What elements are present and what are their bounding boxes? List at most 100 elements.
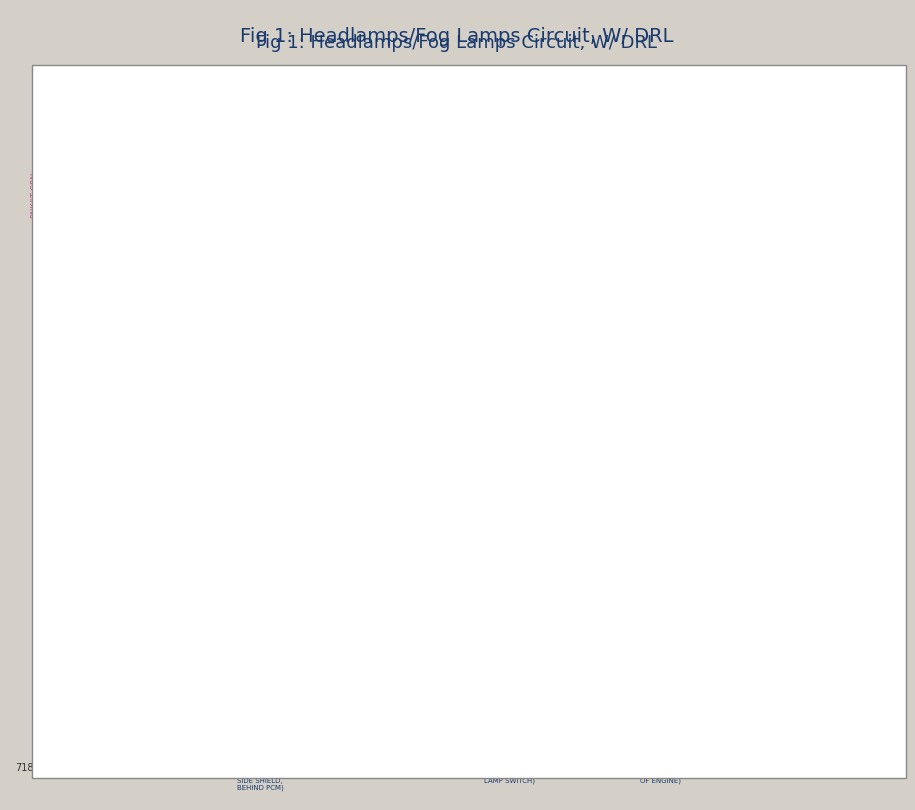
- Text: BLK/TAN: BLK/TAN: [706, 653, 738, 662]
- Text: DK BLU/RED: DK BLU/RED: [713, 170, 759, 180]
- Text: 1: 1: [762, 540, 767, 549]
- Text: VEHICLE
SPEED
SENSOR: VEHICLE SPEED SENSOR: [612, 425, 648, 455]
- Text: RED/ORG: RED/ORG: [702, 604, 738, 613]
- Text: BRN/WHT: BRN/WHT: [723, 198, 764, 207]
- Text: A3  RED/WHT: A3 RED/WHT: [679, 620, 730, 629]
- Text: 5: 5: [768, 168, 773, 177]
- Text: 2: 2: [765, 556, 770, 565]
- Text: 3: 3: [765, 573, 770, 582]
- Text: OFF: OFF: [140, 111, 156, 120]
- Text: 3: 3: [508, 391, 513, 400]
- Text: 5: 5: [765, 604, 770, 613]
- Text: L3: L3: [731, 604, 740, 613]
- Text: 2: 2: [768, 475, 773, 484]
- Text: 4: 4: [765, 589, 770, 598]
- Text: 4: 4: [765, 589, 770, 598]
- Text: 9: 9: [280, 161, 285, 170]
- Text: PNK/LT GRN: PNK/LT GRN: [718, 390, 765, 399]
- Text: L4  VIO/WHT: L4 VIO/WHT: [683, 684, 730, 693]
- Text: Z12  BLK/TAN: Z12 BLK/TAN: [679, 653, 730, 662]
- Text: 7: 7: [765, 637, 770, 646]
- Text: HI: HI: [96, 243, 105, 252]
- Text: 4: 4: [762, 589, 767, 598]
- Text: 5: 5: [768, 446, 773, 455]
- Text: FLASH: FLASH: [176, 283, 203, 292]
- Text: DAYTIME RUNNING
LAMP (DRL) MODULE
(BETWEEN PCD
& BLOWER MOTOR): DAYTIME RUNNING LAMP (DRL) MODULE (BETWE…: [792, 710, 873, 750]
- Text: Z12  BLK/TAN: Z12 BLK/TAN: [716, 653, 767, 662]
- Text: 10: 10: [759, 684, 770, 693]
- Text: A4: A4: [357, 323, 368, 332]
- Text: RED/ORG: RED/ORG: [253, 527, 262, 563]
- Text: FLASH: FLASH: [113, 285, 140, 294]
- Text: 2: 2: [768, 198, 773, 207]
- Text: 5: 5: [765, 170, 770, 180]
- Text: 21: 21: [100, 223, 112, 232]
- Text: G7: G7: [729, 637, 740, 646]
- Text: G7  WHT/ORG: G7 WHT/ORG: [714, 637, 767, 646]
- Text: 2: 2: [765, 201, 770, 210]
- Text: 10: 10: [757, 684, 767, 693]
- Text: 5: 5: [765, 604, 770, 613]
- Text: 1: 1: [765, 540, 770, 549]
- Bar: [170, 268, 245, 308]
- Text: BLK  3: BLK 3: [49, 684, 73, 693]
- Text: 2: 2: [182, 161, 188, 170]
- Text: BLK: BLK: [718, 475, 733, 484]
- Text: OFF: OFF: [235, 111, 252, 120]
- Text: 22: 22: [100, 331, 112, 340]
- Text: 3: 3: [473, 391, 479, 400]
- Text: RIGHT
HEADLAMP: RIGHT HEADLAMP: [246, 663, 294, 683]
- Text: ON: ON: [473, 323, 487, 332]
- Text: 7: 7: [765, 637, 770, 646]
- Bar: [778, 160, 873, 305]
- Text: HIGH BEAM RELAY
(LEFT REAR OF RADIATOR): HIGH BEAM RELAY (LEFT REAR OF RADIATOR): [775, 532, 876, 552]
- Text: RED/ORG: RED/ORG: [160, 417, 196, 427]
- Text: 1: 1: [768, 228, 773, 237]
- Text: 6: 6: [765, 620, 770, 629]
- Text: RIGHT
FOG
LAMP: RIGHT FOG LAMP: [613, 639, 637, 669]
- Text: BLK  2: BLK 2: [615, 680, 639, 689]
- Text: 2: 2: [765, 480, 770, 488]
- Text: LT BLU: LT BLU: [713, 424, 737, 433]
- Text: 16: 16: [390, 391, 401, 400]
- Text: 4: 4: [765, 261, 770, 270]
- Text: RED/ORG: RED/ORG: [72, 497, 81, 533]
- Text: LT BLU/BLK: LT BLU/BLK: [696, 556, 738, 565]
- Text: PNK/LT GRN: PNK/LT GRN: [723, 258, 773, 266]
- Text: 71898: 71898: [15, 763, 46, 773]
- Text: HI: HI: [253, 660, 263, 669]
- Text: LT BLU/BLK: LT BLU/BLK: [713, 451, 755, 461]
- Text: HEAD: HEAD: [261, 111, 285, 120]
- Text: LO: LO: [276, 660, 287, 669]
- Text: HEADLAMP
DIMMER
SWITCH
(LEFT SIDE
OF STEERING
COLUMN): HEADLAMP DIMMER SWITCH (LEFT SIDE OF STE…: [269, 237, 319, 298]
- Text: BLK  3: BLK 3: [254, 684, 278, 693]
- Text: PARK LAMP RELAY
(RIGHT SIDE RADIATOR): PARK LAMP RELAY (RIGHT SIDE RADIATOR): [780, 317, 871, 336]
- Text: G117
(RIGHT REAR
OF ENGINE): G117 (RIGHT REAR OF ENGINE): [638, 763, 683, 784]
- Text: A3: A3: [360, 391, 371, 400]
- Text: VIO/WHT: VIO/WHT: [78, 488, 87, 522]
- Text: 8: 8: [761, 653, 767, 662]
- Text: G465  LT BLU/BLK: G465 LT BLU/BLK: [700, 556, 767, 565]
- Text: L3  RED/ORG: L3 RED/ORG: [681, 604, 730, 613]
- Text: OFF: OFF: [518, 323, 535, 332]
- Text: 6: 6: [765, 620, 770, 629]
- FancyBboxPatch shape: [352, 320, 422, 390]
- Text: RED/ORG: RED/ORG: [95, 517, 104, 553]
- Text: RED/WHT: RED/WHT: [702, 620, 738, 629]
- Text: RED/ORG: RED/ORG: [95, 357, 104, 393]
- Text: 9: 9: [762, 668, 767, 677]
- Bar: [778, 385, 873, 520]
- Text: RED/ORG: RED/ORG: [160, 397, 196, 406]
- Text: L4  VIO/WHT: L4 VIO/WHT: [719, 684, 767, 693]
- Text: L4: L4: [731, 684, 740, 693]
- Text: 1: 1: [765, 540, 770, 549]
- Text: 2: 2: [762, 556, 767, 565]
- Text: FLASH: FLASH: [98, 283, 125, 292]
- Text: G7  WHT/ORG: G7 WHT/ORG: [677, 637, 730, 646]
- Text: PARK: PARK: [245, 144, 267, 153]
- Text: FLASH: FLASH: [190, 285, 217, 294]
- Text: 2: 2: [645, 91, 651, 100]
- Text: LT BLU: LT BLU: [718, 419, 744, 428]
- Text: RED/ORG: RED/ORG: [268, 527, 277, 563]
- Text: 9: 9: [765, 668, 770, 677]
